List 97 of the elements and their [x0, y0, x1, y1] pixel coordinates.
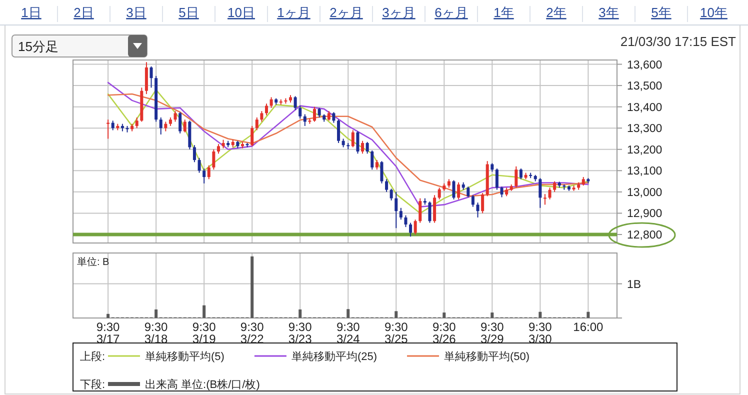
candlestick [495, 168, 498, 190]
y-tick-label: 13,200 [627, 144, 662, 156]
candlestick [144, 62, 148, 95]
bar [106, 314, 110, 318]
candlestick [375, 160, 378, 170]
candlestick [385, 178, 388, 192]
candlestick [337, 119, 340, 144]
candlestick [351, 130, 354, 148]
y-tick-label: 13,600 [627, 59, 662, 72]
y-tick-label: 12,800 [627, 229, 662, 242]
candlestick [298, 105, 302, 120]
candlestick [356, 130, 360, 154]
legend-label: 単純移動平均(50) [444, 351, 530, 363]
candlestick [198, 157, 201, 174]
category-label: 5日 [178, 5, 199, 20]
candlestick [409, 222, 412, 238]
candlestick [150, 66, 153, 88]
legend-title: 下段: [80, 379, 106, 391]
candlestick [548, 187, 552, 200]
candlestick [255, 116, 258, 131]
candlestick [519, 168, 522, 180]
candlestick [174, 110, 177, 122]
candlestick [452, 180, 456, 200]
candlestick [471, 194, 474, 208]
legend-title: 上段: [80, 350, 106, 363]
candlestick [313, 106, 316, 122]
category-label: 1年 [494, 5, 514, 20]
candlestick [399, 207, 402, 220]
y-tick-label: 13,000 [627, 186, 662, 199]
candlestick [466, 186, 470, 198]
candlestick [111, 120, 114, 131]
candlestick [260, 110, 264, 122]
candlestick [135, 116, 138, 129]
candlestick [438, 187, 441, 200]
candlestick [318, 107, 321, 118]
y-tick-label: 12,900 [627, 208, 662, 220]
y-tick-label: 13,400 [627, 102, 662, 114]
y-tick-label: 13,500 [627, 80, 662, 93]
candlestick [366, 141, 369, 154]
candlestick [538, 178, 542, 208]
candlestick [414, 219, 417, 235]
candlestick [178, 112, 182, 134]
candlestick [404, 214, 408, 228]
candlestick [303, 114, 306, 126]
candlestick [500, 186, 504, 198]
candlestick [476, 202, 480, 218]
category-label: 2日 [74, 5, 94, 20]
candlestick [418, 198, 422, 224]
candlestick [207, 164, 210, 180]
candlestick [481, 192, 484, 214]
y-axis-title: 単位: B [77, 256, 110, 268]
legend-label: 単純移動平均(25) [291, 351, 378, 363]
category-label: 1ヶ月 [277, 5, 310, 20]
candlestick [553, 180, 556, 192]
candlestick [164, 121, 168, 132]
candlestick [270, 96, 273, 108]
candlestick [264, 103, 268, 116]
candlestick [106, 119, 110, 140]
candlestick [192, 144, 196, 163]
candlestick [433, 194, 436, 224]
category-label: 3ヶ月 [382, 5, 416, 20]
candlestick [394, 191, 398, 229]
text: 15分足 [18, 39, 58, 54]
line-series [107, 93, 589, 197]
category-label: 2年 [546, 5, 566, 20]
candlestick [380, 160, 384, 184]
category-label: 2ヶ月 [330, 5, 363, 20]
candlestick [361, 140, 364, 154]
candlestick [216, 144, 220, 154]
candlestick [332, 112, 336, 124]
candlestick [370, 150, 374, 170]
y-tick-label: 13,100 [627, 166, 662, 178]
category-label: 10日 [228, 5, 255, 20]
category-label: 3年 [598, 5, 619, 20]
candlestick [327, 110, 330, 122]
candlestick [390, 188, 393, 201]
y-tick-label: 1B [627, 278, 642, 291]
candlestick [543, 194, 546, 206]
category-label: 6ヶ月 [434, 5, 468, 20]
candlestick [212, 148, 216, 170]
candlestick [428, 201, 432, 224]
x-tick-label: 16:00 [573, 320, 604, 334]
category-label: 10年 [700, 5, 728, 20]
candlestick [294, 96, 297, 111]
text: 21/03/30 17:15 EST [620, 34, 736, 49]
candlestick [159, 116, 162, 135]
candlestick [250, 125, 254, 147]
legend-label: 単純移動平均(5) [145, 351, 224, 363]
category-label: 3日 [126, 5, 146, 20]
category-label: 1日 [21, 5, 42, 20]
candlestick [457, 182, 460, 200]
category-label: 5年 [651, 5, 672, 20]
candlestick [514, 166, 518, 188]
y-tick-label: 13,300 [627, 123, 662, 136]
candlestick [183, 119, 186, 133]
candlestick [202, 168, 206, 184]
legend-label: 出来高 単位:(B株/口/枚) [145, 378, 260, 391]
